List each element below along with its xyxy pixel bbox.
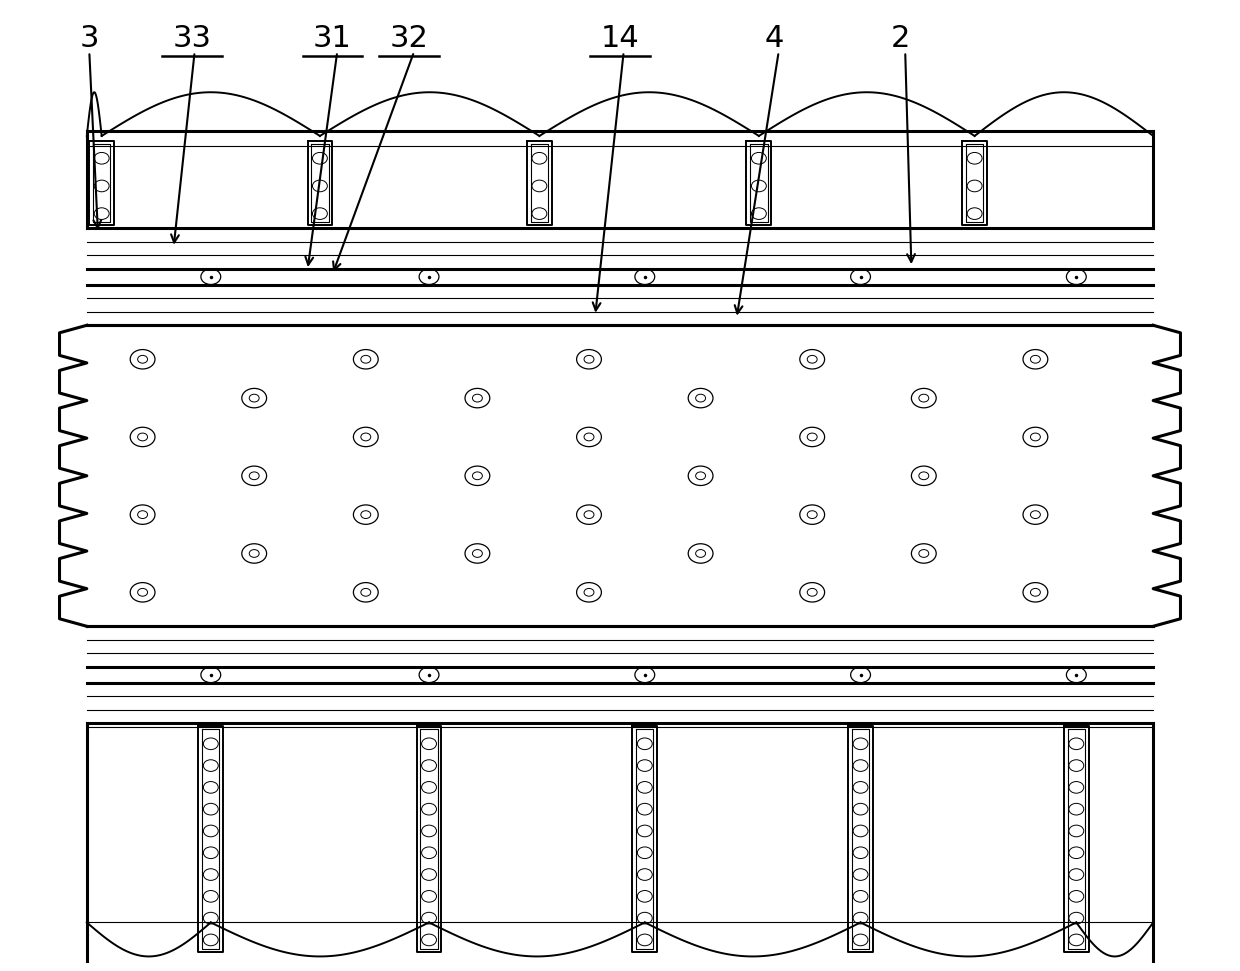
Text: 33: 33 bbox=[172, 24, 212, 53]
Text: 3: 3 bbox=[79, 24, 99, 53]
Text: 4: 4 bbox=[764, 24, 784, 53]
Text: 32: 32 bbox=[389, 24, 429, 53]
Text: 31: 31 bbox=[312, 24, 352, 53]
Text: 2: 2 bbox=[890, 24, 910, 53]
Text: 14: 14 bbox=[600, 24, 640, 53]
